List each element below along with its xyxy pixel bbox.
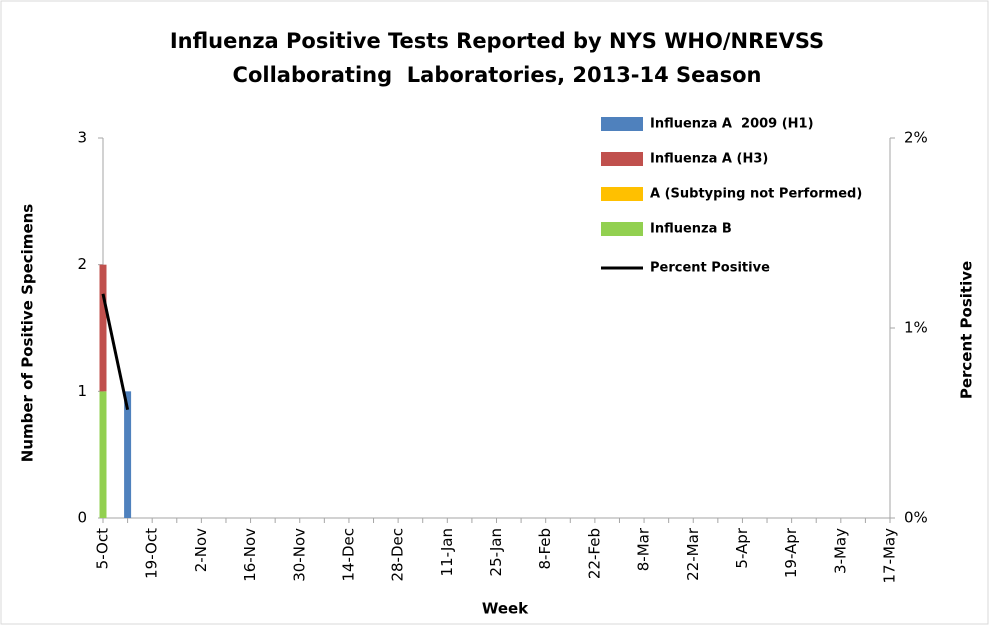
x-tick-label: 3-May bbox=[831, 528, 849, 574]
bar bbox=[124, 391, 132, 518]
y-axis-title: Number of Positive Specimens bbox=[19, 204, 37, 463]
y-tick-label: 1 bbox=[77, 382, 87, 400]
x-tick-label: 11-Jan bbox=[438, 528, 456, 576]
x-tick-label: 19-Oct bbox=[143, 528, 161, 579]
x-tick-label: 30-Nov bbox=[290, 528, 308, 582]
chart-title: Collaborating Laboratories, 2013-14 Seas… bbox=[233, 63, 762, 87]
legend-swatch bbox=[601, 222, 643, 236]
y2-tick-label: 1% bbox=[904, 319, 928, 337]
y-tick-label: 0 bbox=[77, 509, 87, 527]
y-tick-label: 2 bbox=[77, 255, 87, 273]
legend-label: Influenza B bbox=[650, 222, 732, 237]
line bbox=[101, 293, 130, 411]
legend-label: A (Subtyping not Performed) bbox=[650, 187, 862, 202]
x-tick-label: 2-Nov bbox=[192, 528, 210, 572]
y2-axis-title: Percent Positive bbox=[958, 261, 976, 399]
y-tick-label: 3 bbox=[77, 129, 87, 147]
x-tick-label: 22-Mar bbox=[684, 527, 702, 581]
legend-label: Percent Positive bbox=[650, 261, 770, 276]
chart-title: Influenza Positive Tests Reported by NYS… bbox=[170, 29, 824, 53]
x-tick-label: 16-Nov bbox=[241, 528, 259, 582]
x-tick-label: 5-Apr bbox=[733, 527, 751, 568]
x-tick-label: 25-Jan bbox=[487, 528, 505, 576]
legend-label: Influenza A (H3) bbox=[650, 152, 768, 167]
legend-swatch bbox=[601, 117, 643, 131]
bar bbox=[99, 264, 107, 392]
x-tick-label: 5-Oct bbox=[94, 528, 112, 569]
legend-swatch bbox=[601, 152, 643, 166]
y2-tick-label: 0% bbox=[904, 509, 928, 527]
x-tick-label: 8-Mar bbox=[635, 527, 653, 571]
legend-swatch bbox=[601, 187, 643, 201]
bar bbox=[99, 391, 107, 518]
x-tick-label: 8-Feb bbox=[536, 528, 554, 570]
x-tick-label: 17-May bbox=[881, 528, 899, 584]
x-tick-label: 14-Dec bbox=[339, 528, 357, 582]
x-tick-label: 19-Apr bbox=[782, 527, 800, 578]
x-tick-label: 28-Dec bbox=[389, 528, 407, 582]
x-axis-title: Week bbox=[482, 600, 529, 618]
x-tick-label: 22-Feb bbox=[585, 528, 603, 579]
legend-label: Influenza A 2009 (H1) bbox=[650, 117, 814, 132]
y2-tick-label: 2% bbox=[904, 129, 928, 147]
